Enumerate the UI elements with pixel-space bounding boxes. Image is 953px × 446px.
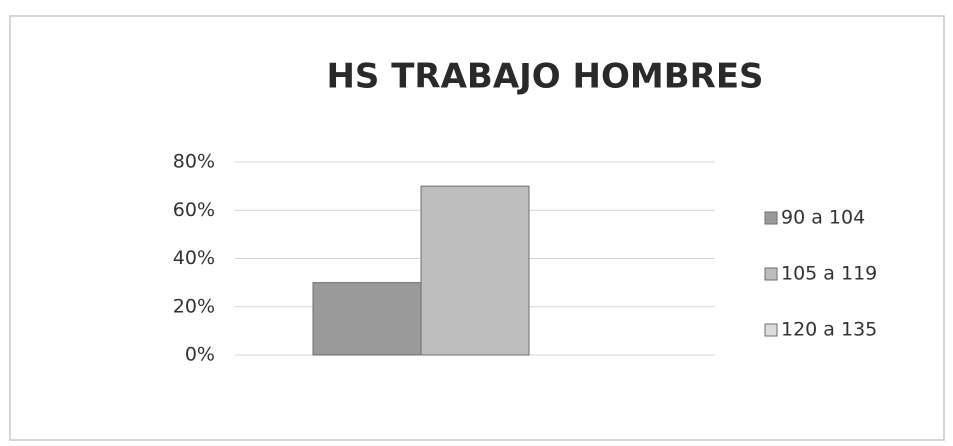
y-tick-label: 20% (173, 295, 215, 317)
y-tick-label: 80% (173, 151, 215, 173)
chart-title: HS TRABAJO HOMBRES (326, 57, 763, 97)
legend-label: 105 a 119 (781, 263, 877, 285)
legend-swatch (764, 267, 778, 281)
bar (420, 185, 530, 356)
legend-label: 120 a 135 (781, 319, 877, 341)
y-tick-label: 60% (173, 199, 215, 221)
legend-swatch (764, 323, 778, 337)
legend-swatch (764, 211, 778, 225)
y-tick-label: 0% (185, 344, 215, 366)
y-tick-label: 40% (173, 247, 215, 269)
bar (312, 282, 422, 356)
legend-label: 90 a 104 (781, 207, 865, 229)
